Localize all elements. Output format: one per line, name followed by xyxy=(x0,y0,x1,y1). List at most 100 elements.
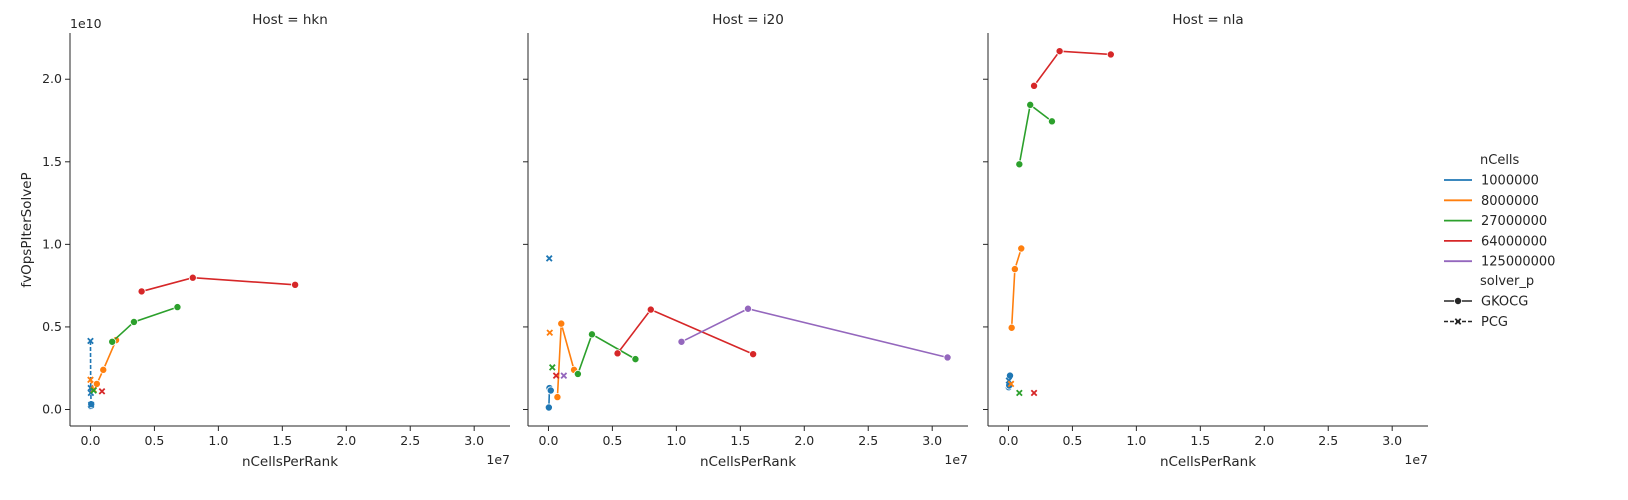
data-point-8000000-PCG xyxy=(1007,380,1015,388)
y-offset-label: 1e10 xyxy=(70,16,102,31)
panel-1-x-tick-label: 1.0 xyxy=(666,433,686,448)
panel-1-x-tick-label: 3.0 xyxy=(922,433,942,448)
series-line-27000000-GKOCG xyxy=(1018,103,1053,165)
panel-0-x-tick-label: 1.5 xyxy=(272,433,292,448)
legend-label-1000000: 1000000 xyxy=(1481,174,1539,189)
panel-2-x-tick-label: 3.0 xyxy=(1382,433,1402,448)
data-point-64000000-GKOCG xyxy=(291,280,300,289)
data-point-125000000-PCG xyxy=(560,372,568,379)
panel-2-x-offset-label: 1e7 xyxy=(1404,452,1428,467)
panel-2-x-label: nCellsPerRank xyxy=(1160,454,1256,470)
data-point-64000000-GKOCG xyxy=(1055,47,1064,56)
data-point-64000000-PCG xyxy=(552,372,560,379)
data-point-1000000-PCG xyxy=(87,337,94,345)
data-point-64000000-GKOCG xyxy=(749,350,758,359)
panel-1-x-tick-label: 0.0 xyxy=(539,433,559,448)
legend-label-PCG: PCG xyxy=(1481,315,1508,330)
panel-0-x-tick-label: 0.0 xyxy=(81,433,101,448)
data-point-27000000-PCG xyxy=(90,387,97,394)
legend-label-125000000: 125000000 xyxy=(1481,255,1555,270)
legend-label-GKOCG: GKOCG xyxy=(1481,295,1528,310)
series-line-64000000-GKOCG xyxy=(1033,50,1111,87)
data-point-8000000-GKOCG xyxy=(99,365,108,374)
data-point-27000000-GKOCG xyxy=(587,330,596,339)
data-point-64000000-PCG xyxy=(98,387,106,395)
panel-0-y-tick-label: 2.0 xyxy=(42,71,62,86)
legend-style-marker-PCG xyxy=(1454,318,1462,325)
data-point-64000000-GKOCG xyxy=(137,287,146,296)
legend-label-27000000: 27000000 xyxy=(1481,214,1547,229)
data-point-125000000-GKOCG xyxy=(744,304,753,313)
series-line-64000000-GKOCG xyxy=(141,276,296,293)
legend-hue-title: nCells xyxy=(1480,153,1520,168)
data-point-1000000-GKOCG xyxy=(544,403,553,412)
panel-0-x-tick-label: 2.0 xyxy=(336,433,356,448)
data-point-8000000-PCG xyxy=(87,376,94,384)
data-point-27000000-GKOCG xyxy=(573,369,582,378)
data-point-64000000-GKOCG xyxy=(613,349,622,358)
data-point-8000000-GKOCG xyxy=(557,319,566,328)
legend-style-title: solver_p xyxy=(1480,274,1534,289)
panel-2-x-tick-label: 0.0 xyxy=(999,433,1019,448)
panel-0-x-tick-label: 0.5 xyxy=(144,433,164,448)
data-point-27000000-GKOCG xyxy=(1047,117,1056,126)
panel-2-x-tick-label: 1.0 xyxy=(1126,433,1146,448)
panel-0-x-tick-label: 2.5 xyxy=(400,433,420,448)
data-point-27000000-GKOCG xyxy=(631,355,640,364)
data-point-8000000-GKOCG xyxy=(1010,265,1019,274)
panel-2-x-tick-label: 0.5 xyxy=(1062,433,1082,448)
series-line-27000000-GKOCG xyxy=(111,306,178,343)
data-point-27000000-GKOCG xyxy=(129,317,138,326)
data-point-64000000-GKOCG xyxy=(646,305,655,314)
legend-style-marker-GKOCG xyxy=(1454,296,1463,305)
panel-0-x-offset-label: 1e7 xyxy=(486,452,510,467)
panel-1-x-offset-label: 1e7 xyxy=(944,452,968,467)
panel-1-x-tick-label: 2.0 xyxy=(794,433,814,448)
panel-1-x-tick-label: 1.5 xyxy=(730,433,750,448)
data-point-8000000-GKOCG xyxy=(92,379,101,388)
data-point-125000000-GKOCG xyxy=(943,353,952,362)
data-point-125000000-GKOCG xyxy=(677,337,686,346)
series-line-1000000-PCG xyxy=(89,340,92,405)
data-point-27000000-GKOCG xyxy=(1026,100,1035,109)
data-point-1000000-PCG xyxy=(87,401,95,409)
panel-1-x-label: nCellsPerRank xyxy=(700,454,796,470)
legend-label-64000000: 64000000 xyxy=(1481,234,1547,249)
panel-0-title: Host = hkn xyxy=(252,12,328,28)
data-point-8000000-GKOCG xyxy=(1017,244,1026,253)
series-line-8000000-GKOCG xyxy=(556,323,575,398)
data-point-64000000-GKOCG xyxy=(1106,50,1115,59)
panel-0-y-tick-label: 1.0 xyxy=(42,236,62,251)
legend-label-8000000: 8000000 xyxy=(1481,194,1539,209)
data-point-27000000-PCG xyxy=(548,364,556,371)
data-point-64000000-GKOCG xyxy=(1030,81,1039,90)
panel-0-x-tick-label: 1.0 xyxy=(208,433,228,448)
y-axis-label: fvOpsPIterSolveP xyxy=(19,172,35,287)
data-point-27000000-GKOCG xyxy=(173,303,182,312)
data-point-27000000-GKOCG xyxy=(1015,160,1024,169)
data-point-64000000-GKOCG xyxy=(188,273,197,282)
series-line-125000000-GKOCG xyxy=(681,307,948,359)
data-point-1000000-PCG xyxy=(545,255,553,262)
data-point-8000000-GKOCG xyxy=(553,393,562,402)
panel-2-x-tick-label: 2.0 xyxy=(1254,433,1274,448)
series-line-8000000-GKOCG xyxy=(1010,248,1023,328)
series-line-8000000-GKOCG xyxy=(96,339,117,385)
panel-1-x-tick-label: 0.5 xyxy=(602,433,622,448)
data-point-64000000-PCG xyxy=(1030,389,1038,397)
data-point-8000000-PCG xyxy=(546,329,554,337)
panel-0-x-tick-label: 3.0 xyxy=(464,433,484,448)
panel-2-title: Host = nla xyxy=(1172,12,1243,28)
panel-2-x-tick-label: 1.5 xyxy=(1190,433,1210,448)
panel-0-y-tick-label: 0.5 xyxy=(42,319,62,334)
data-point-8000000-GKOCG xyxy=(1007,323,1016,332)
panel-2-x-tick-label: 2.5 xyxy=(1318,433,1338,448)
data-point-27000000-GKOCG xyxy=(108,337,117,346)
panel-0-y-tick-label: 0.0 xyxy=(42,401,62,416)
panel-0-x-label: nCellsPerRank xyxy=(242,454,338,470)
data-point-27000000-PCG xyxy=(1016,389,1023,397)
data-point-1000000-GKOCG xyxy=(546,386,555,395)
panel-0-y-tick-label: 1.5 xyxy=(42,154,62,169)
panel-1-x-tick-label: 2.5 xyxy=(858,433,878,448)
